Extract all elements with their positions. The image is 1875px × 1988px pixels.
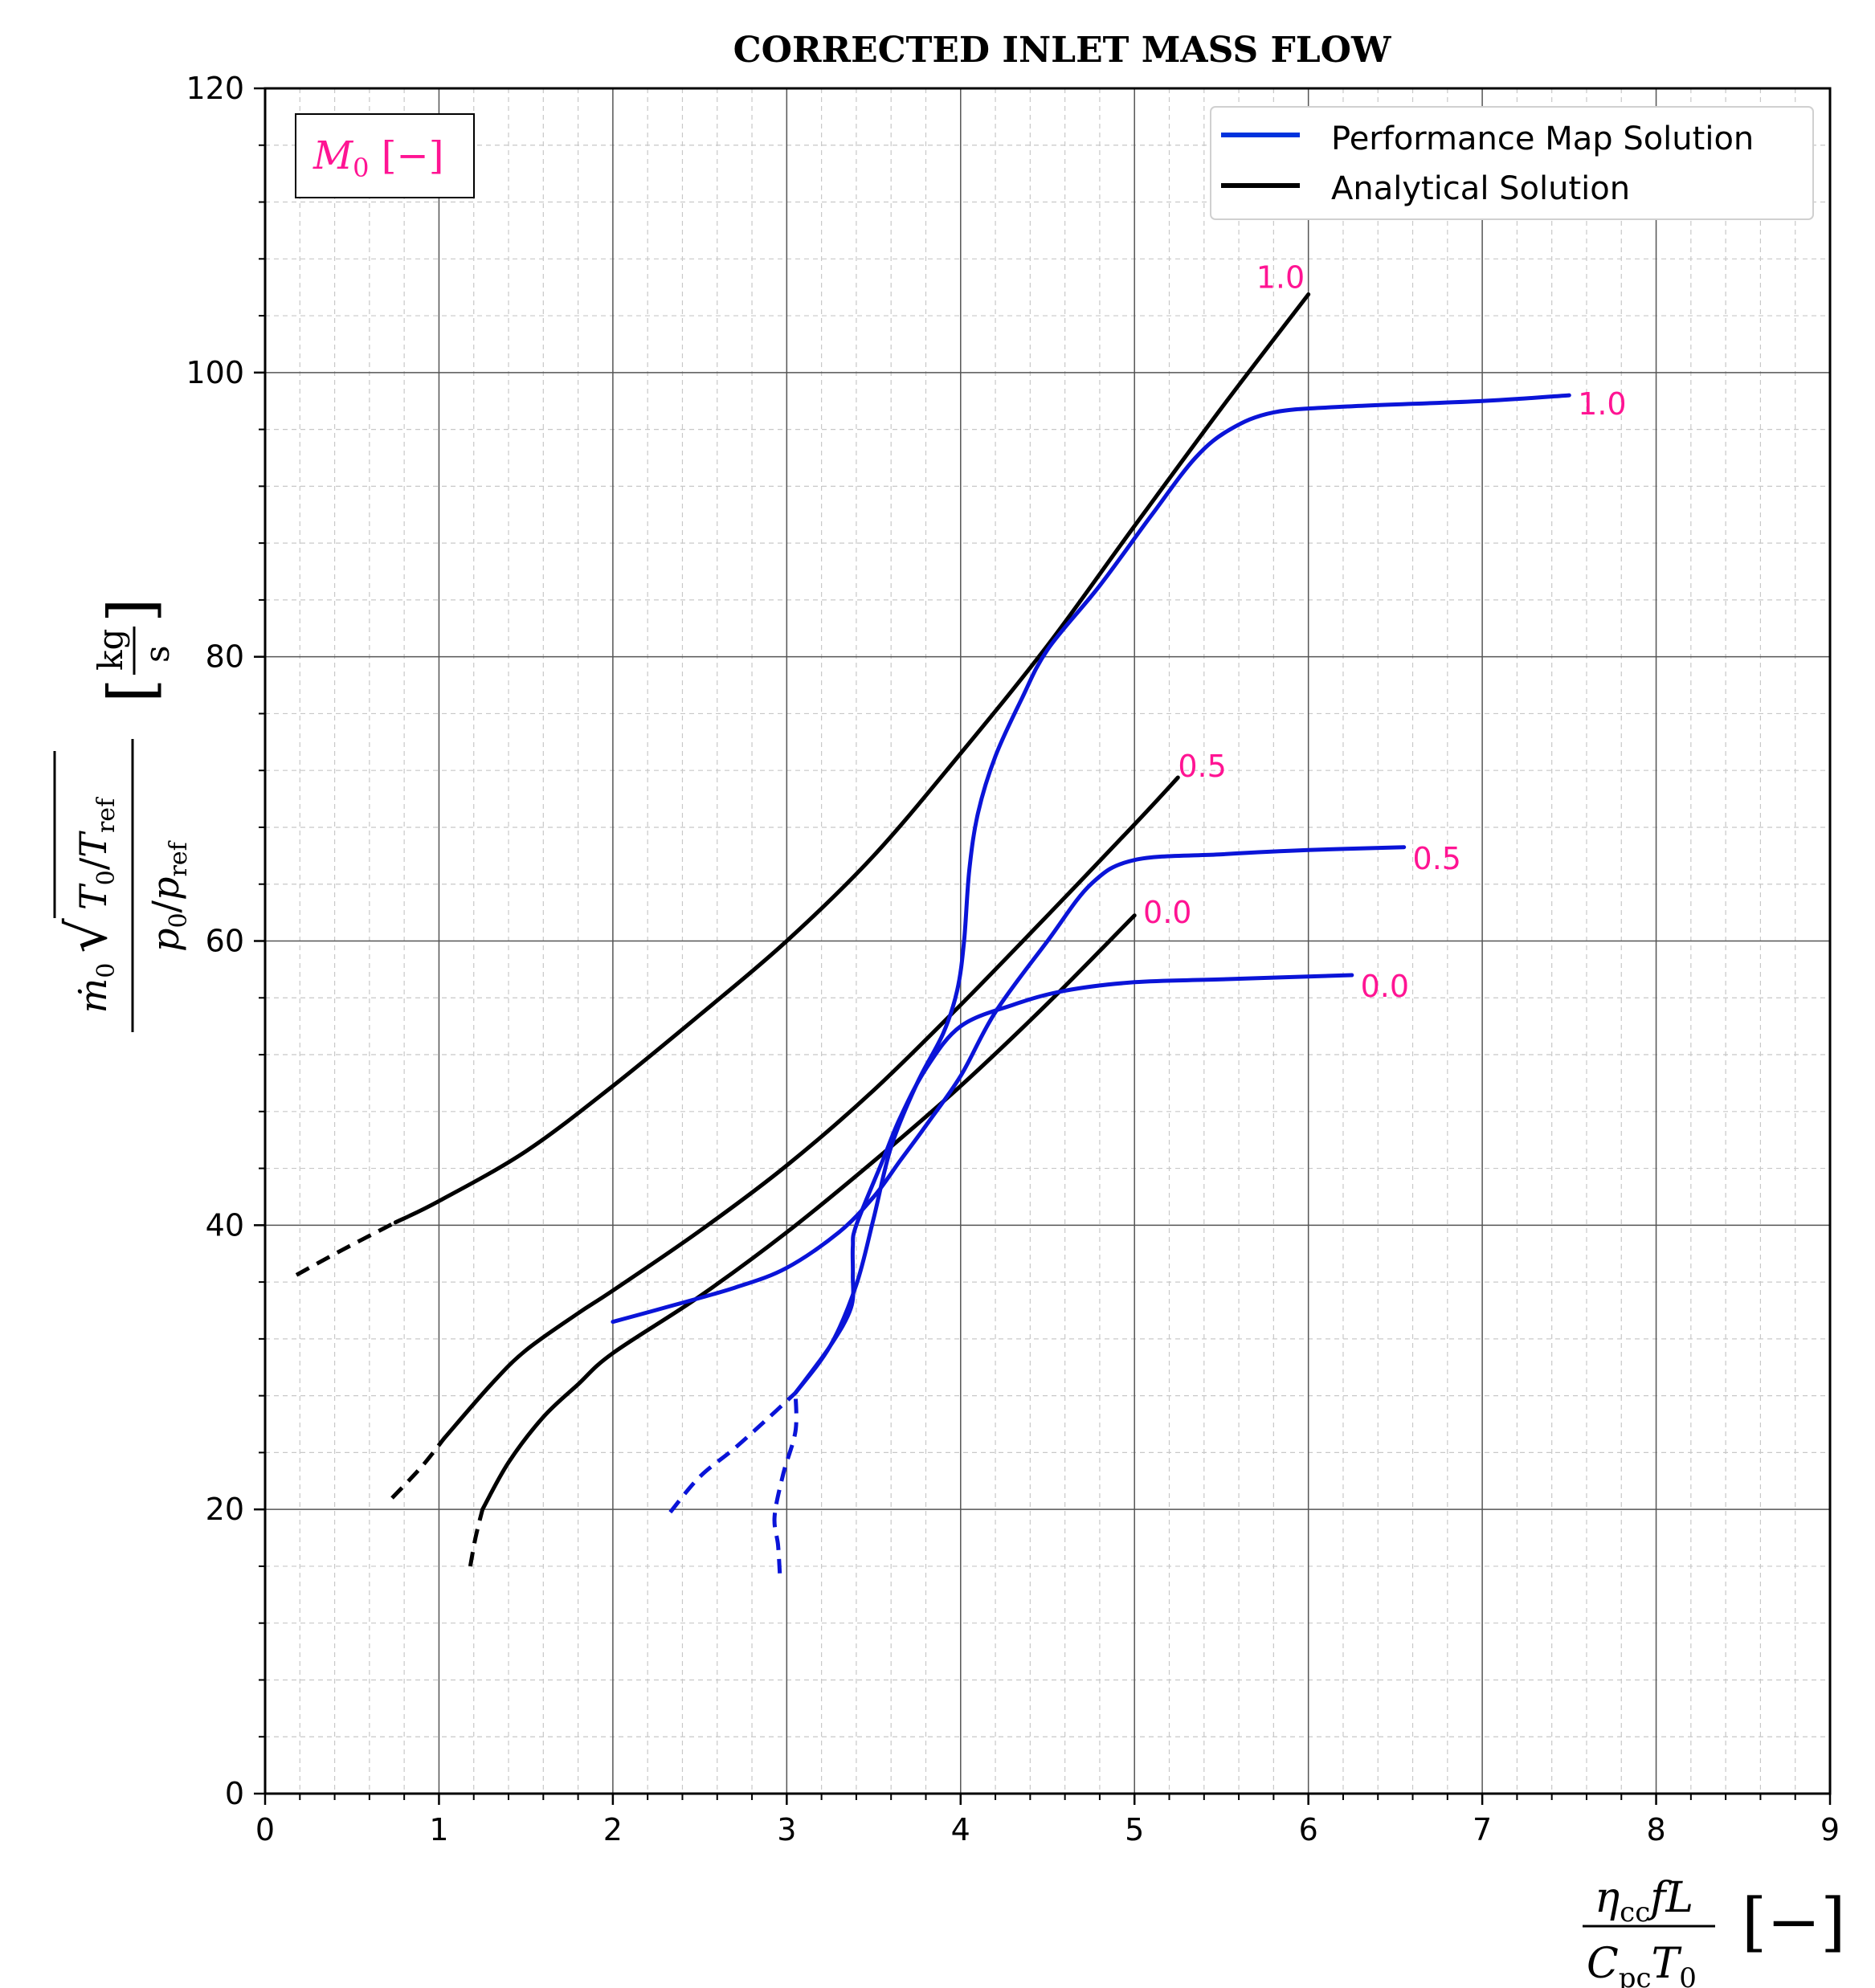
x-tick-label: 1 <box>429 1812 448 1847</box>
svg-text:ηccfL: ηccfL <box>1595 1874 1693 1929</box>
x-tick-label: 8 <box>1646 1812 1665 1847</box>
svg-text:[: [ <box>96 679 168 703</box>
curve-label: 0.0 <box>1143 895 1191 930</box>
curve-label: 0.0 <box>1361 969 1409 1004</box>
x-tick-label: 5 <box>1125 1812 1144 1847</box>
map-curve-0-0 <box>793 973 1354 1395</box>
curves <box>295 292 1571 1574</box>
y-tick-label: 40 <box>206 1207 244 1243</box>
tick-labels: 0 1 2 3 4 5 6 7 8 9 0 20 40 60 80 100 120 <box>186 71 1840 1847</box>
parameter-box: M0 [−] <box>295 113 475 198</box>
x-tick-label: 6 <box>1299 1812 1318 1847</box>
svg-text:T0/Tref: T0/Tref <box>71 797 121 910</box>
svg-text:√: √ <box>56 918 120 953</box>
legend: Performance Map Solution Analytical Solu… <box>1210 106 1814 220</box>
map-curve-dashed-0-5 <box>668 1391 797 1514</box>
y-tick-label: 20 <box>206 1492 244 1527</box>
curve-label: 0.5 <box>1178 749 1226 784</box>
x-tick-label: 0 <box>255 1812 275 1847</box>
legend-label-map: Performance Map Solution <box>1331 120 1754 157</box>
y-axis-label: ṁ0 √ T0/Tref p0/pref [ kg s ] <box>53 598 193 1032</box>
svg-text:CpcT0: CpcT0 <box>1587 1940 1697 1988</box>
axis-ticks <box>254 87 1832 1805</box>
x-tick-label: 7 <box>1473 1812 1492 1847</box>
x-axis-label: ηccfL CpcT0 [−] <box>1583 1874 1845 1988</box>
curve-label: 1.0 <box>1256 259 1305 295</box>
analytical-curve-dashed-1-0 <box>295 1220 397 1277</box>
x-tick-label: 9 <box>1820 1812 1840 1847</box>
analytical-curve-0-5 <box>442 775 1180 1441</box>
analytical-curve-dashed-0-0 <box>468 1508 485 1567</box>
curve-label: 0.5 <box>1413 841 1461 876</box>
y-tick-label: 0 <box>225 1776 244 1811</box>
y-tick-label: 60 <box>206 924 244 959</box>
y-tick-label: 100 <box>186 355 244 390</box>
analytical-curve-0-0 <box>480 913 1137 1512</box>
x-tick-label: 2 <box>603 1812 623 1847</box>
analytical-curve-dashed-0-5 <box>390 1437 446 1500</box>
curve-labels: 1.0 1.0 0.5 0.5 0.0 0.0 <box>1143 259 1627 1004</box>
curve-label: 1.0 <box>1578 386 1626 422</box>
y-tick-label: 120 <box>186 71 244 106</box>
legend-label-analytical: Analytical Solution <box>1331 170 1630 207</box>
svg-text:p0/pref: p0/pref <box>144 840 193 952</box>
svg-text:M0 [−]: M0 [−] <box>312 133 443 183</box>
y-tick-label: 80 <box>206 639 244 675</box>
analytical-curve-1-0 <box>393 292 1311 1225</box>
x-tick-label: 4 <box>951 1812 970 1847</box>
svg-text:ṁ0: ṁ0 <box>71 963 121 1014</box>
x-tick-label: 3 <box>777 1812 796 1847</box>
chart-title: CORRECTED INLET MASS FLOW <box>733 30 1391 71</box>
svg-text:s: s <box>137 645 177 663</box>
map-curve-0-5 <box>611 845 1407 1325</box>
svg-text:]: ] <box>96 598 168 623</box>
map-curve-dashed-1-0 <box>772 1393 799 1574</box>
svg-text:kg: kg <box>91 629 130 671</box>
svg-text:[−]: [−] <box>1742 1884 1845 1959</box>
